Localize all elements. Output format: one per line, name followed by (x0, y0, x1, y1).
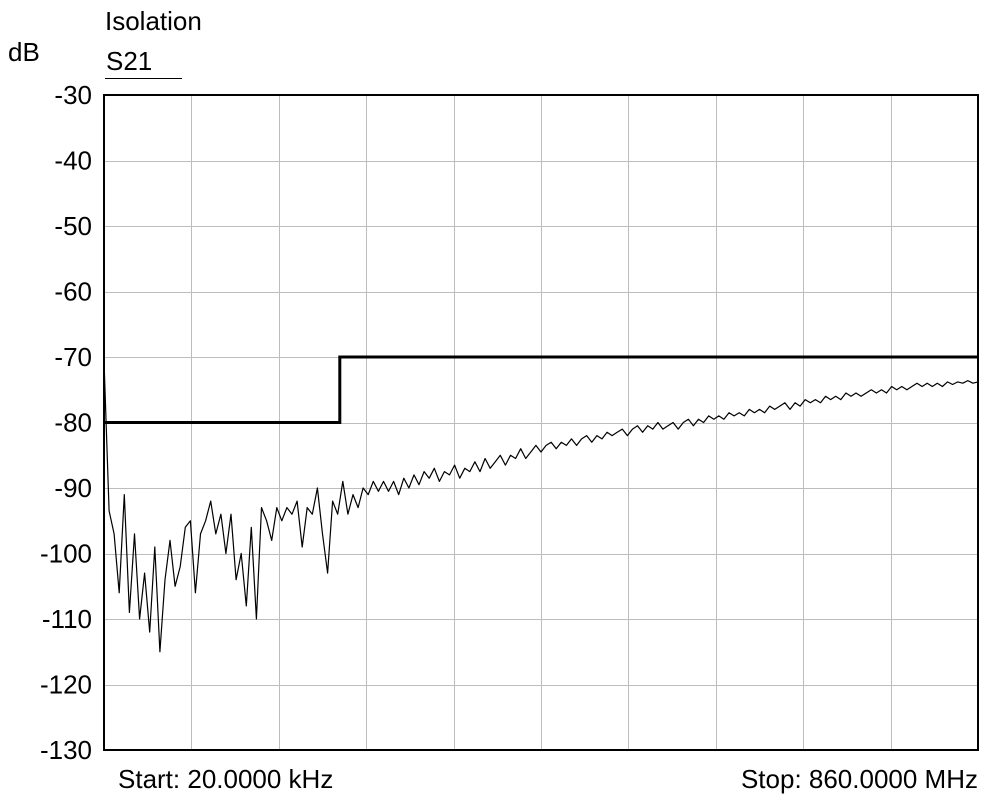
x-start-label: Start: 20.0000 kHz (118, 764, 333, 794)
y-tick-label: -130 (40, 735, 92, 765)
y-tick-label: -100 (40, 539, 92, 569)
y-tick-label: -110 (42, 604, 92, 634)
y-tick-label: -120 (40, 670, 92, 700)
limit-line-layer (104, 355, 978, 424)
x-stop-label: Stop: 860.0000 MHz (741, 764, 978, 794)
y-tick-label: -70 (54, 342, 92, 372)
series-line-s21 (103, 360, 979, 653)
y-tick-label: -50 (54, 211, 92, 241)
y-tick-label: -60 (54, 277, 92, 307)
trace-layer (103, 360, 979, 653)
y-tick-labels: -30 -40 -50 -60 -70 -80 -90 -100 -110 -120 -130 (40, 80, 92, 765)
limit-line (104, 355, 978, 424)
y-tick-label: -30 (54, 80, 92, 110)
chart-title: Isolation (105, 6, 202, 36)
plot-frame (103, 94, 979, 751)
y-tick-label: -40 (54, 146, 92, 176)
y-tick-label: -80 (54, 408, 92, 438)
y-tick-label: -90 (54, 473, 92, 503)
y-axis-unit-label: dB (8, 37, 40, 67)
legend-entry-label: S21 (106, 46, 152, 76)
